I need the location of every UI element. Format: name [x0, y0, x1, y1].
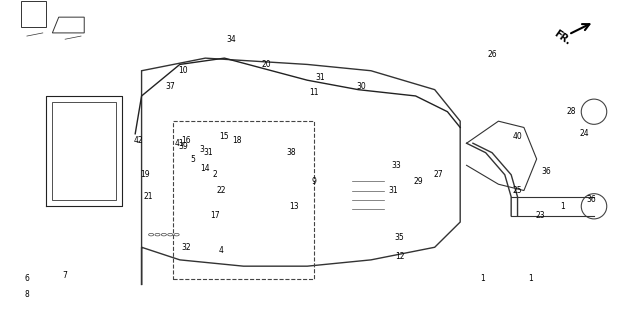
- Bar: [173, 121, 314, 279]
- Text: 35: 35: [395, 233, 404, 242]
- Text: 1: 1: [528, 274, 532, 283]
- Text: 15: 15: [220, 132, 229, 142]
- Text: 11: 11: [309, 88, 318, 97]
- Text: 40: 40: [513, 132, 522, 142]
- Text: 2: 2: [212, 170, 217, 179]
- Text: 30: 30: [356, 82, 366, 91]
- Text: 3: 3: [200, 145, 205, 154]
- Text: 21: 21: [143, 192, 153, 201]
- Text: 38: 38: [287, 148, 296, 157]
- Text: 5: 5: [190, 155, 195, 163]
- Text: 23: 23: [535, 211, 545, 220]
- Text: 27: 27: [433, 170, 443, 179]
- Text: 13: 13: [290, 202, 300, 211]
- Text: 37: 37: [165, 82, 175, 91]
- Text: 1: 1: [560, 202, 564, 211]
- Text: 19: 19: [140, 170, 150, 179]
- Text: 22: 22: [216, 186, 226, 195]
- Text: 10: 10: [178, 66, 188, 75]
- Text: 39: 39: [178, 142, 188, 151]
- Text: 7: 7: [63, 271, 68, 280]
- Text: 31: 31: [388, 186, 398, 195]
- Text: 14: 14: [200, 164, 210, 173]
- Text: 24: 24: [580, 129, 589, 138]
- Text: 8: 8: [24, 290, 29, 299]
- Text: 32: 32: [181, 243, 191, 252]
- Text: 16: 16: [181, 135, 191, 145]
- Text: 25: 25: [513, 186, 522, 195]
- Text: 34: 34: [226, 35, 236, 44]
- Text: 17: 17: [210, 211, 220, 220]
- Text: FR.: FR.: [552, 28, 572, 47]
- Text: 31: 31: [315, 73, 325, 81]
- Text: 36: 36: [586, 196, 596, 204]
- Text: 9: 9: [311, 176, 316, 186]
- Text: 12: 12: [395, 252, 404, 261]
- Text: 36: 36: [541, 167, 551, 176]
- Text: 20: 20: [261, 60, 271, 69]
- Text: 26: 26: [487, 51, 497, 59]
- Text: 1: 1: [480, 274, 485, 283]
- Text: 4: 4: [219, 246, 223, 255]
- Text: 31: 31: [204, 148, 213, 157]
- Text: 6: 6: [24, 274, 29, 283]
- Text: 33: 33: [392, 161, 401, 170]
- Text: 42: 42: [134, 135, 143, 145]
- Text: 41: 41: [175, 139, 184, 148]
- Text: 29: 29: [414, 176, 424, 186]
- Text: 28: 28: [567, 107, 577, 116]
- Text: 18: 18: [232, 135, 242, 145]
